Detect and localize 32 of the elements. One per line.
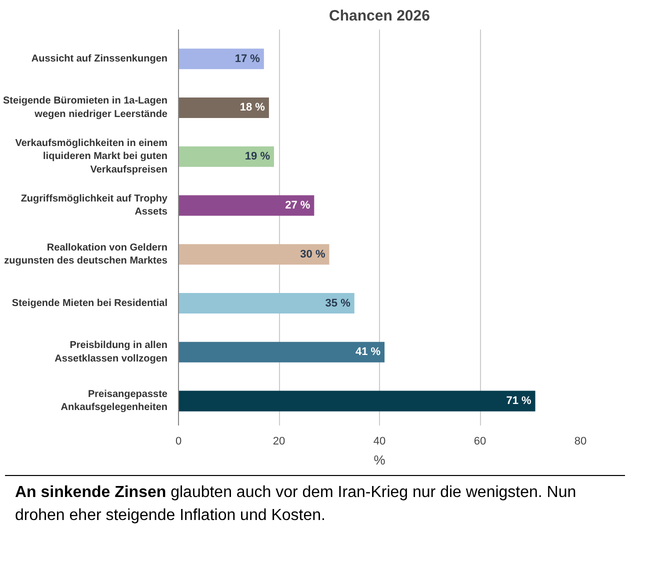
y-tick-label: Aussicht auf Zinssenkungen: [31, 53, 168, 64]
x-tick-label: 80: [574, 436, 587, 448]
y-tick-label: Reallokation von Geldern zugunsten des deutschen Marktes: [4, 242, 168, 266]
data-label: 35 %: [325, 297, 351, 310]
x-tick-label: 0: [175, 436, 182, 448]
y-tick-label: Preisangepasste Ankaufsgelegenheiten: [60, 388, 168, 414]
data-label: 71 %: [506, 395, 532, 408]
bar: [178, 390, 536, 412]
x-tick-label: 40: [373, 436, 386, 448]
data-label: 30 %: [300, 248, 326, 260]
x-tick-label: 60: [474, 436, 486, 448]
data-label: 17 %: [234, 52, 260, 65]
bar: [178, 146, 274, 167]
bar: [178, 293, 354, 314]
bar: [178, 195, 314, 216]
bar: [178, 244, 330, 265]
text: An sinkende Zinsen: [15, 484, 166, 501]
y-tick-label: Zugriffsmöglichkeit auf Trophy Assets: [20, 193, 168, 218]
data-label: 19 %: [244, 150, 270, 163]
y-tick-label: Steigende Büromieten in 1a-Lagen wegen niedriger Leerstände: [3, 96, 168, 120]
bar: [178, 97, 269, 118]
data-label: 18 %: [240, 102, 266, 114]
chart-title: Chancen 2026: [329, 8, 430, 24]
data-label: 41 %: [355, 346, 381, 358]
y-tick-label: Steigende Mieten bei Residential: [12, 298, 168, 309]
y-tick-label: Preisbildung in allen Assetklassen vollzogen: [54, 340, 168, 364]
bar: [178, 342, 385, 362]
bar: [178, 48, 264, 70]
data-label: 27 %: [285, 200, 310, 212]
x-tick-label: 20: [272, 436, 286, 448]
x-axis-title: %: [374, 452, 386, 468]
y-tick-label: Verkaufsmöglichkeiten in einem liquideren Markt bei guten Verkaufspreisen: [15, 138, 168, 176]
